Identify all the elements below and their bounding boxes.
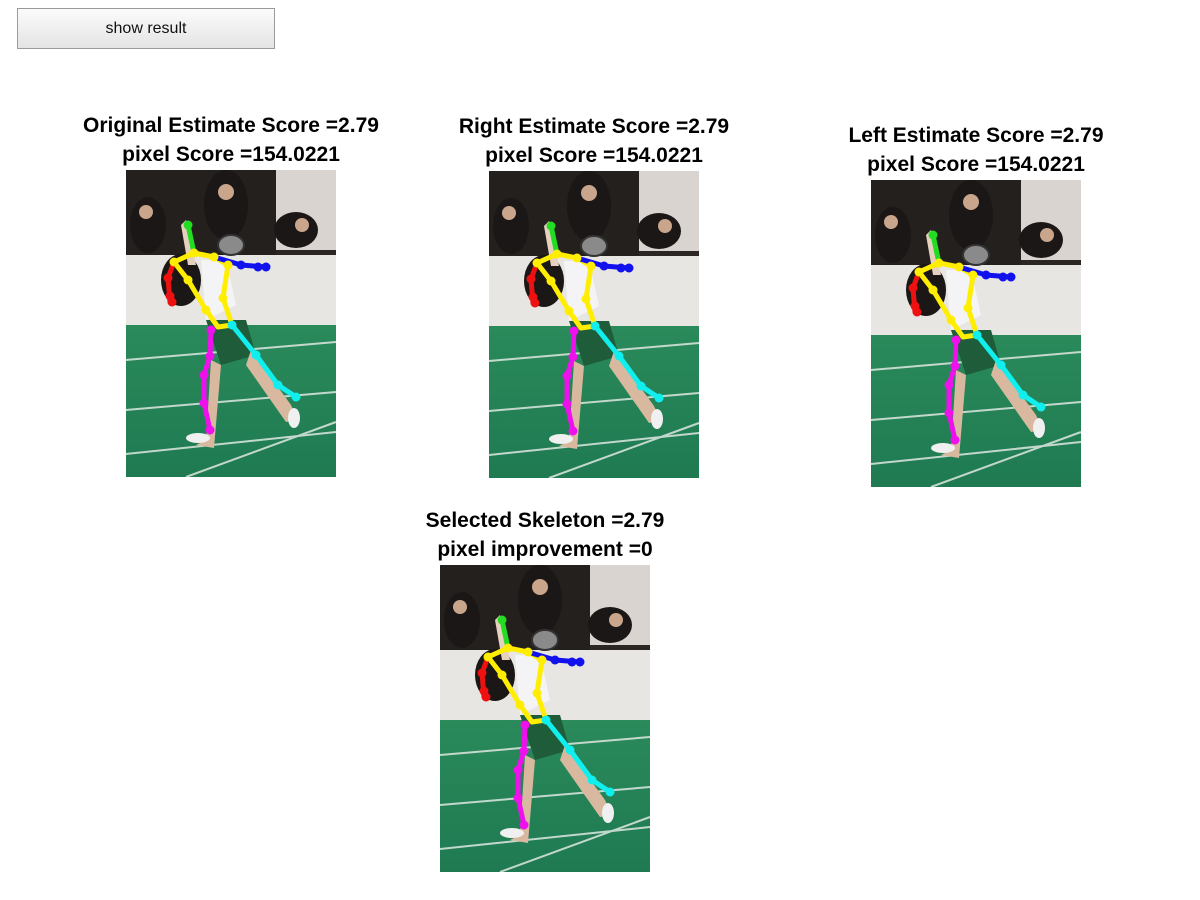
panel-left: Left Estimate Score =2.79 pixel Score =1… — [790, 120, 1162, 490]
pose-image — [126, 170, 336, 477]
panel-subtitle: pixel Score =154.0221 — [122, 143, 340, 166]
panel-subtitle: pixel Score =154.0221 — [867, 153, 1085, 176]
panel-subtitle: pixel improvement =0 — [437, 538, 653, 561]
panel-title: Original Estimate Score =2.79 — [83, 114, 379, 137]
panel-title: Selected Skeleton =2.79 — [425, 509, 665, 532]
panel-title: Left Estimate Score =2.79 — [848, 124, 1104, 147]
show-result-button[interactable]: show result — [17, 8, 275, 49]
panel-selected: Selected Skeleton =2.79 pixel improvemen… — [359, 505, 731, 875]
panel-original: Original Estimate Score =2.79 pixel Scor… — [45, 110, 417, 480]
panel-title: Right Estimate Score =2.79 — [458, 115, 730, 138]
pose-image — [440, 565, 650, 872]
panel-subtitle: pixel Score =154.0221 — [485, 144, 703, 167]
panel-right: Right Estimate Score =2.79 pixel Score =… — [408, 111, 780, 481]
pose-image — [489, 171, 699, 478]
pose-image — [871, 180, 1081, 487]
